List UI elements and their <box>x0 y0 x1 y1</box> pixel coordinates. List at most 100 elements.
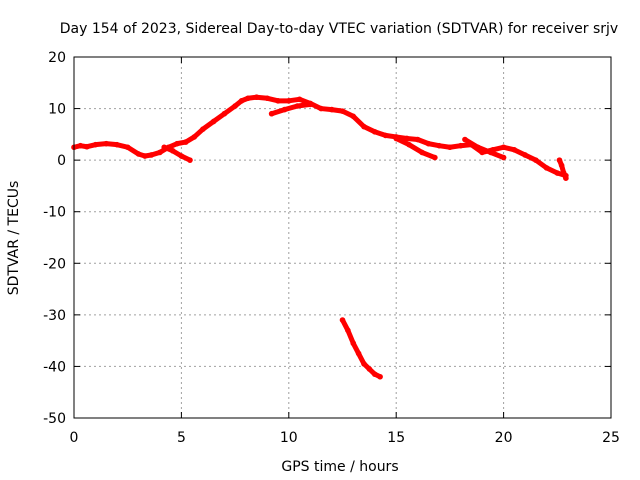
data-point <box>361 123 367 130</box>
data-point <box>245 95 251 102</box>
data-point <box>92 141 99 148</box>
x-tick-label: 0 <box>70 430 79 446</box>
data-point <box>350 340 357 347</box>
x-tick-label: 5 <box>177 430 186 446</box>
data-point <box>371 371 378 377</box>
data-point <box>432 154 438 161</box>
data-point <box>558 162 565 169</box>
series-branch-5 <box>556 157 569 181</box>
data-point <box>350 113 357 120</box>
y-tick-label: -10 <box>43 205 66 221</box>
data-point <box>77 142 84 149</box>
data-point <box>447 144 453 151</box>
data-point <box>500 154 507 161</box>
data-point <box>475 144 481 151</box>
data-point <box>543 165 550 171</box>
y-tick-label: -20 <box>43 256 66 272</box>
data-point <box>522 152 528 158</box>
data-point <box>182 139 189 145</box>
data-point <box>436 142 442 149</box>
y-tick-label: -30 <box>43 308 66 324</box>
data-point <box>296 96 303 103</box>
data-point <box>382 132 389 139</box>
data-point <box>554 170 561 176</box>
series-branch-1 <box>161 144 193 163</box>
x-tick-label: 20 <box>495 430 513 446</box>
data-point <box>157 149 163 156</box>
data-point <box>253 94 260 101</box>
data-point <box>556 157 563 163</box>
data-point <box>393 135 400 142</box>
data-point <box>361 361 367 367</box>
data-point <box>457 142 464 149</box>
data-point <box>404 135 410 142</box>
data-point <box>425 140 432 147</box>
series-low-segment <box>339 317 383 380</box>
data-point <box>170 148 176 154</box>
data-point <box>210 118 217 125</box>
data-point <box>414 136 421 143</box>
x-tick-label: 10 <box>280 430 298 446</box>
data-point <box>135 151 142 157</box>
data-point <box>355 350 362 357</box>
data-point <box>533 157 539 163</box>
data-point <box>366 366 373 372</box>
data-point <box>221 110 228 117</box>
data-point <box>200 126 206 132</box>
tick-labels: 0 5 10 15 20 25 -50 -40 -30 -20 -10 0 10 20 <box>43 50 620 446</box>
series-band <box>462 137 507 161</box>
data-point <box>124 144 131 151</box>
series-band <box>269 101 313 117</box>
data-point <box>339 108 346 114</box>
data-point <box>84 143 90 150</box>
data-point <box>178 153 185 159</box>
data-point <box>487 149 494 156</box>
data-point <box>232 103 238 109</box>
series-band <box>393 135 438 161</box>
series-branch-2 <box>268 101 314 117</box>
data-point <box>560 170 567 176</box>
data-point <box>563 175 569 181</box>
data-point <box>142 153 148 159</box>
data-layer <box>71 94 569 380</box>
y-tick-label: 10 <box>48 102 66 118</box>
data-point <box>511 147 518 153</box>
data-point <box>264 95 271 102</box>
data-point <box>500 144 507 151</box>
data-point <box>187 157 193 163</box>
data-point <box>103 140 110 147</box>
data-point <box>238 98 245 104</box>
data-point <box>371 128 378 135</box>
data-point <box>318 105 324 112</box>
data-point <box>174 140 180 147</box>
data-point <box>294 103 301 109</box>
data-point <box>307 101 314 108</box>
data-point <box>148 152 155 158</box>
data-point <box>275 98 281 104</box>
chart-title: Day 154 of 2023, Sidereal Day-to-day VTE… <box>60 21 618 37</box>
ticks <box>73 56 612 419</box>
data-point <box>406 141 412 148</box>
data-point <box>419 149 425 156</box>
data-point <box>191 134 198 140</box>
y-axis-label: SDTVAR / TECUs <box>6 181 22 296</box>
x-axis-label: GPS time / hours <box>281 459 398 475</box>
data-point <box>281 106 288 113</box>
series-branch-4 <box>462 136 507 161</box>
series-band <box>161 144 193 163</box>
data-point <box>345 327 351 334</box>
data-point <box>161 144 168 151</box>
y-tick-label: 20 <box>48 50 66 66</box>
x-tick-label: 25 <box>602 430 620 446</box>
data-point <box>286 98 292 104</box>
data-point <box>328 106 335 113</box>
data-point <box>114 141 120 148</box>
plot-frame <box>73 56 612 419</box>
data-point <box>462 136 468 143</box>
data-point <box>268 110 275 117</box>
series-branch-3 <box>393 135 438 161</box>
data-point <box>339 317 346 323</box>
y-tick-label: -50 <box>43 411 66 427</box>
